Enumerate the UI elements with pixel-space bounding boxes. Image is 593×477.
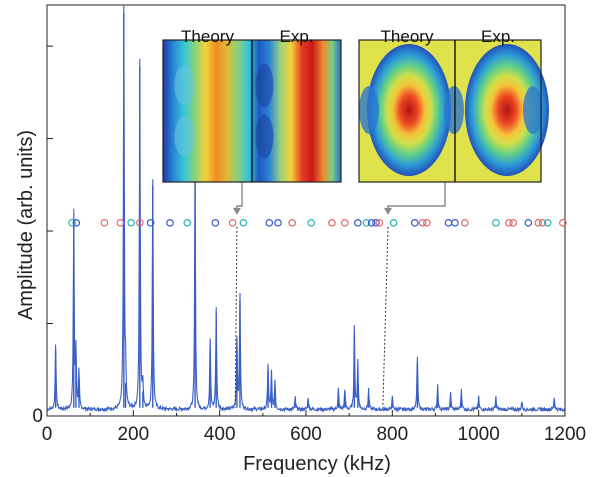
x-tick-label-2: 400 xyxy=(204,424,236,445)
mode-marker-27 xyxy=(444,219,453,227)
inset-spot-0 xyxy=(367,44,451,176)
mode-marker-7 xyxy=(166,219,174,227)
mode-marker-6 xyxy=(146,219,155,227)
mode-marker-18 xyxy=(353,219,362,227)
mode-marker-3 xyxy=(116,219,125,227)
mode-marker-33 xyxy=(524,219,533,227)
inset-edge-2 xyxy=(523,86,543,134)
inset-2-right-label: Exp. xyxy=(481,27,515,46)
inset-1-left-label: Theory xyxy=(181,27,234,46)
y-tick-label-0: 0 xyxy=(32,406,43,427)
spectrum-peaks xyxy=(46,4,566,413)
mode-marker-9 xyxy=(211,219,220,227)
x-tick-label-0: 0 xyxy=(42,424,53,445)
mode-marker-30 xyxy=(492,219,500,227)
mode-marker-19 xyxy=(362,219,371,227)
mode-marker-17 xyxy=(341,219,349,227)
connector-dotted-2 xyxy=(382,226,389,408)
mode-marker-26 xyxy=(423,219,431,227)
mode-marker-8 xyxy=(183,219,192,227)
inset-1 xyxy=(162,39,342,183)
x-tick-label-4: 800 xyxy=(376,424,408,445)
mode-marker-23 xyxy=(389,219,398,227)
inset-spot-1 xyxy=(465,44,549,176)
inset-frame xyxy=(358,39,542,183)
inset-edge-0 xyxy=(359,86,379,134)
x-tick-label-5: 1000 xyxy=(458,424,500,445)
mode-marker-21 xyxy=(372,219,380,227)
axis-ticks: 0 200 400 600 800 1000 1200 0 xyxy=(32,45,586,445)
mode-marker-12 xyxy=(265,219,274,227)
mode-marker-20 xyxy=(367,219,376,227)
mode-marker-0 xyxy=(68,219,76,227)
mode-marker-36 xyxy=(543,219,552,227)
mode-marker-35 xyxy=(538,219,547,227)
mode-marker-29 xyxy=(461,219,469,227)
inset-2-left-label: Theory xyxy=(381,27,434,46)
inset-blob-exp-0 xyxy=(255,63,274,108)
mode-marker-10 xyxy=(228,219,237,227)
spectrum-line xyxy=(46,4,566,413)
mode-marker-28 xyxy=(451,219,459,227)
inset-1-right-label: Exp. xyxy=(279,27,313,46)
mode-marker-1 xyxy=(72,219,81,227)
mode-marker-5 xyxy=(136,219,144,227)
mode-marker-25 xyxy=(418,219,427,227)
connector-1 xyxy=(236,182,243,209)
mode-marker-13 xyxy=(274,219,282,227)
mode-marker-2 xyxy=(100,219,109,227)
inset-edge-1 xyxy=(444,86,464,134)
mode-marker-24 xyxy=(410,219,419,227)
x-axis-title: Frequency (kHz) xyxy=(243,453,391,475)
inset-2 xyxy=(358,39,549,183)
mode-markers xyxy=(68,219,567,227)
inset-blob-left-1 xyxy=(174,116,195,157)
x-tick-label-1: 200 xyxy=(117,424,149,445)
connector-arrow-2 xyxy=(384,207,393,215)
mode-insets: Theory Exp. Theory Exp. xyxy=(162,27,549,183)
y-axis-title: Amplitude (arb. units) xyxy=(15,130,37,320)
x-tick-label-6: 1200 xyxy=(544,424,586,445)
mode-marker-22 xyxy=(375,219,384,227)
inset-connectors xyxy=(232,182,446,408)
mode-marker-34 xyxy=(534,219,543,227)
connector-arrow-1 xyxy=(232,207,241,215)
mode-marker-11 xyxy=(239,219,248,227)
mode-marker-4 xyxy=(127,219,135,227)
mode-marker-32 xyxy=(509,219,518,227)
mode-marker-31 xyxy=(505,219,513,227)
mode-marker-16 xyxy=(328,219,336,227)
inset-blob-exp-1 xyxy=(255,114,274,159)
connector-2 xyxy=(387,182,446,209)
inset-blob-left-0 xyxy=(174,65,195,106)
mode-marker-15 xyxy=(307,219,315,227)
mode-marker-14 xyxy=(288,219,296,227)
mode-marker-37 xyxy=(559,219,567,227)
x-tick-label-3: 600 xyxy=(290,424,322,445)
